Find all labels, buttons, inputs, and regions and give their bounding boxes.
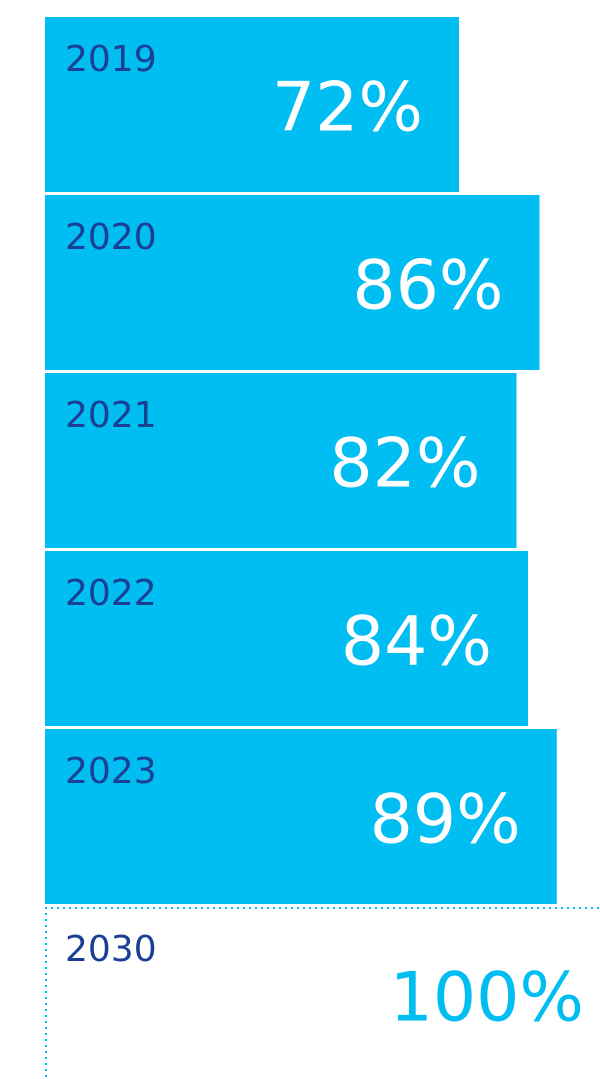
bar [45, 729, 557, 904]
bar [45, 17, 459, 192]
bar [45, 373, 517, 548]
value-label: 84% [341, 603, 492, 682]
target-outline [45, 907, 600, 1079]
value-label: 72% [272, 69, 423, 148]
category-label: 2021 [65, 395, 157, 436]
value-label: 86% [352, 247, 503, 326]
category-label: 2022 [65, 573, 157, 614]
category-label: 2019 [65, 39, 157, 80]
category-label: 2020 [65, 217, 157, 258]
bar [45, 195, 540, 370]
value-label: 82% [329, 425, 480, 504]
value-label: 100% [390, 959, 584, 1038]
category-label: 2023 [65, 751, 157, 792]
value-label: 89% [370, 781, 521, 860]
bar [45, 551, 528, 726]
category-label: 2030 [65, 929, 157, 970]
